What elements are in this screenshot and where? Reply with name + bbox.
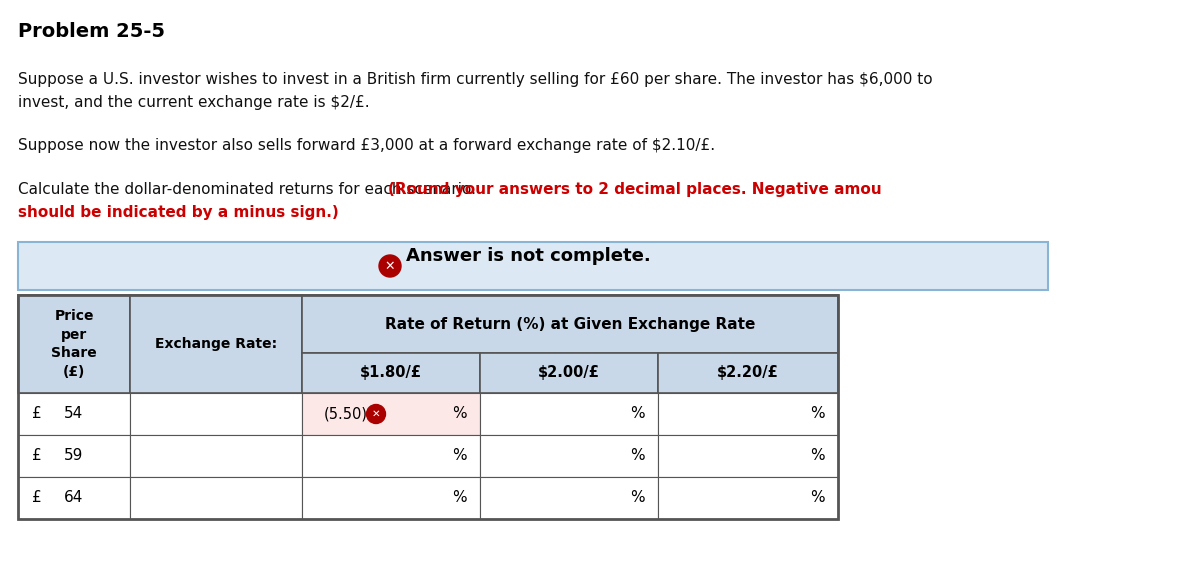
Text: £: £ bbox=[32, 490, 42, 505]
Text: %: % bbox=[630, 490, 644, 505]
Text: %: % bbox=[630, 448, 644, 463]
Text: ✕: ✕ bbox=[385, 259, 395, 272]
Text: %: % bbox=[810, 406, 824, 422]
Text: Exchange Rate:: Exchange Rate: bbox=[155, 337, 277, 351]
Text: (Round your answers to 2 decimal places. Negative amou: (Round your answers to 2 decimal places.… bbox=[388, 182, 882, 197]
Text: %: % bbox=[630, 406, 644, 422]
Text: 64: 64 bbox=[64, 490, 83, 505]
Text: 59: 59 bbox=[64, 448, 83, 463]
Text: %: % bbox=[810, 448, 824, 463]
Text: ✕: ✕ bbox=[372, 409, 380, 419]
Text: Answer is not complete.: Answer is not complete. bbox=[406, 247, 650, 265]
Text: Rate of Return (%) at Given Exchange Rate: Rate of Return (%) at Given Exchange Rat… bbox=[385, 317, 755, 332]
Text: Calculate the dollar-denominated returns for each scenario.: Calculate the dollar-denominated returns… bbox=[18, 182, 481, 197]
Text: %: % bbox=[452, 406, 467, 422]
Text: Price
per
Share
(£): Price per Share (£) bbox=[52, 310, 97, 378]
Text: $2.20/£: $2.20/£ bbox=[718, 366, 779, 381]
Text: $2.00/£: $2.00/£ bbox=[538, 366, 600, 381]
Text: %: % bbox=[452, 490, 467, 505]
Circle shape bbox=[366, 405, 385, 423]
Text: Suppose a U.S. investor wishes to invest in a British firm currently selling for: Suppose a U.S. investor wishes to invest… bbox=[18, 72, 932, 87]
Text: (5.50): (5.50) bbox=[324, 406, 368, 422]
Text: Problem 25-5: Problem 25-5 bbox=[18, 22, 166, 41]
Text: invest, and the current exchange rate is $2/£.: invest, and the current exchange rate is… bbox=[18, 95, 370, 110]
Text: $1.80/£: $1.80/£ bbox=[360, 366, 422, 381]
Text: 54: 54 bbox=[64, 406, 83, 422]
Text: %: % bbox=[452, 448, 467, 463]
Text: £: £ bbox=[32, 448, 42, 463]
Text: Suppose now the investor also sells forward £3,000 at a forward exchange rate of: Suppose now the investor also sells forw… bbox=[18, 138, 715, 153]
Text: should be indicated by a minus sign.): should be indicated by a minus sign.) bbox=[18, 205, 338, 220]
Text: %: % bbox=[810, 490, 824, 505]
Circle shape bbox=[379, 255, 401, 277]
Text: £: £ bbox=[32, 406, 42, 422]
